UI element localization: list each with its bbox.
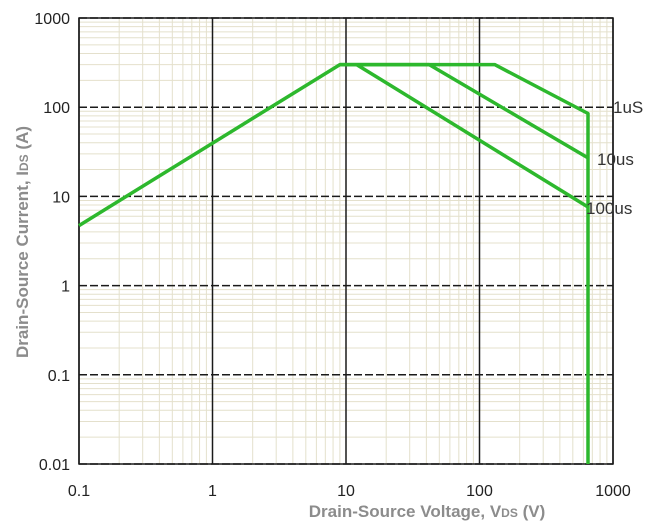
- y-axis-title-unit: (A): [13, 126, 32, 154]
- x-tick-label: 1: [208, 483, 217, 500]
- x-axis-title: Drain-Source Voltage, VDS (V): [309, 502, 545, 521]
- x-axis-title-sub: DS: [501, 506, 518, 520]
- series-line-100us: [355, 63, 589, 209]
- curve-labels: 1uS 10us 100us: [586, 98, 643, 218]
- x-tick-label: 100: [466, 483, 493, 500]
- y-axis-title: Drain-Source Current, IDS (A): [13, 126, 32, 358]
- series-lines: [78, 62, 590, 464]
- y-tick-labels: 0.01 0.1 1 10 100 1000: [34, 11, 70, 474]
- series-line-10us: [339, 62, 589, 160]
- y-axis-title-main: Drain-Source Current, I: [13, 171, 32, 358]
- x-tick-label: 1000: [595, 483, 631, 500]
- series-line-1us: [78, 62, 590, 464]
- y-tick-label: 10: [52, 189, 70, 206]
- y-tick-label: 0.1: [48, 368, 70, 385]
- x-axis-title-main: Drain-Source Voltage, V: [309, 502, 502, 521]
- curve-label-100us: 100us: [586, 199, 632, 218]
- y-tick-label: 0.01: [39, 457, 70, 474]
- x-axis-title-unit: (V): [518, 502, 545, 521]
- minor-gridlines: [79, 18, 613, 464]
- x-tick-labels: 0.1 1 10 100 1000: [68, 483, 631, 500]
- y-tick-label: 1: [61, 279, 70, 296]
- y-tick-label: 100: [43, 100, 70, 117]
- x-tick-label: 0.1: [68, 483, 90, 500]
- y-axis-title-sub: DS: [17, 154, 31, 171]
- y-tick-label: 1000: [34, 11, 70, 28]
- plot-frame: [78, 17, 614, 465]
- curve-label-10us: 10us: [597, 150, 634, 169]
- curve-label-1us: 1uS: [613, 98, 643, 117]
- x-tick-label: 10: [337, 483, 355, 500]
